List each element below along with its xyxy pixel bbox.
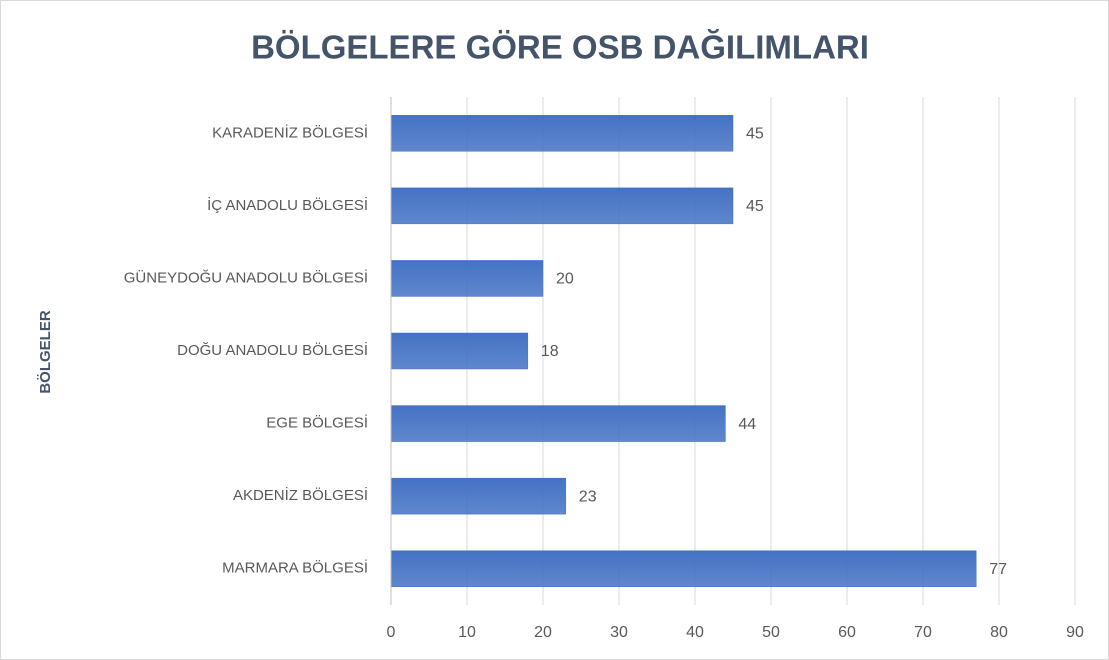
- y-tick-label: EGE BÖLGESİ: [266, 414, 368, 432]
- bar: [390, 550, 977, 587]
- y-tick-label: GÜNEYDOĞU ANADOLU BÖLGESİ: [124, 268, 368, 286]
- x-tick-label: 70: [914, 624, 932, 641]
- x-tick-label: 60: [838, 624, 856, 641]
- bar: [390, 332, 529, 370]
- x-tick-label: 30: [610, 624, 628, 641]
- x-tick-label: 80: [990, 624, 1008, 641]
- data-label: 77: [989, 561, 1007, 578]
- data-label: 44: [738, 416, 756, 433]
- bar: [390, 260, 544, 297]
- y-tick-label: DOĞU ANADOLU BÖLGESİ: [177, 341, 368, 359]
- data-label: 20: [556, 271, 574, 288]
- data-label: 23: [579, 488, 597, 505]
- y-tick-label: KARADENİZ BÖLGESİ: [212, 123, 368, 141]
- x-tick-label: 10: [458, 624, 476, 641]
- data-label: 18: [541, 343, 559, 360]
- y-tick-label: İÇ ANADOLU BÖLGESİ: [207, 196, 368, 214]
- x-tick-label: 0: [387, 624, 396, 641]
- x-tick-label: 20: [534, 624, 552, 641]
- bar: [390, 115, 734, 152]
- bar: [390, 477, 567, 515]
- y-tick-label: MARMARA BÖLGESİ: [222, 559, 368, 577]
- y-tick-label: AKDENİZ BÖLGESİ: [233, 486, 368, 504]
- y-axis-label: BÖLGELER: [37, 310, 54, 394]
- bar: [390, 405, 726, 442]
- data-label: 45: [746, 198, 764, 215]
- x-tick-label: 90: [1066, 624, 1084, 641]
- bar: [390, 187, 734, 225]
- chart-title: BÖLGELERE GÖRE OSB DAĞILIMLARI: [251, 29, 869, 66]
- x-tick-label: 50: [762, 624, 780, 641]
- data-label: 45: [746, 126, 764, 143]
- x-tick-label: 40: [686, 624, 704, 641]
